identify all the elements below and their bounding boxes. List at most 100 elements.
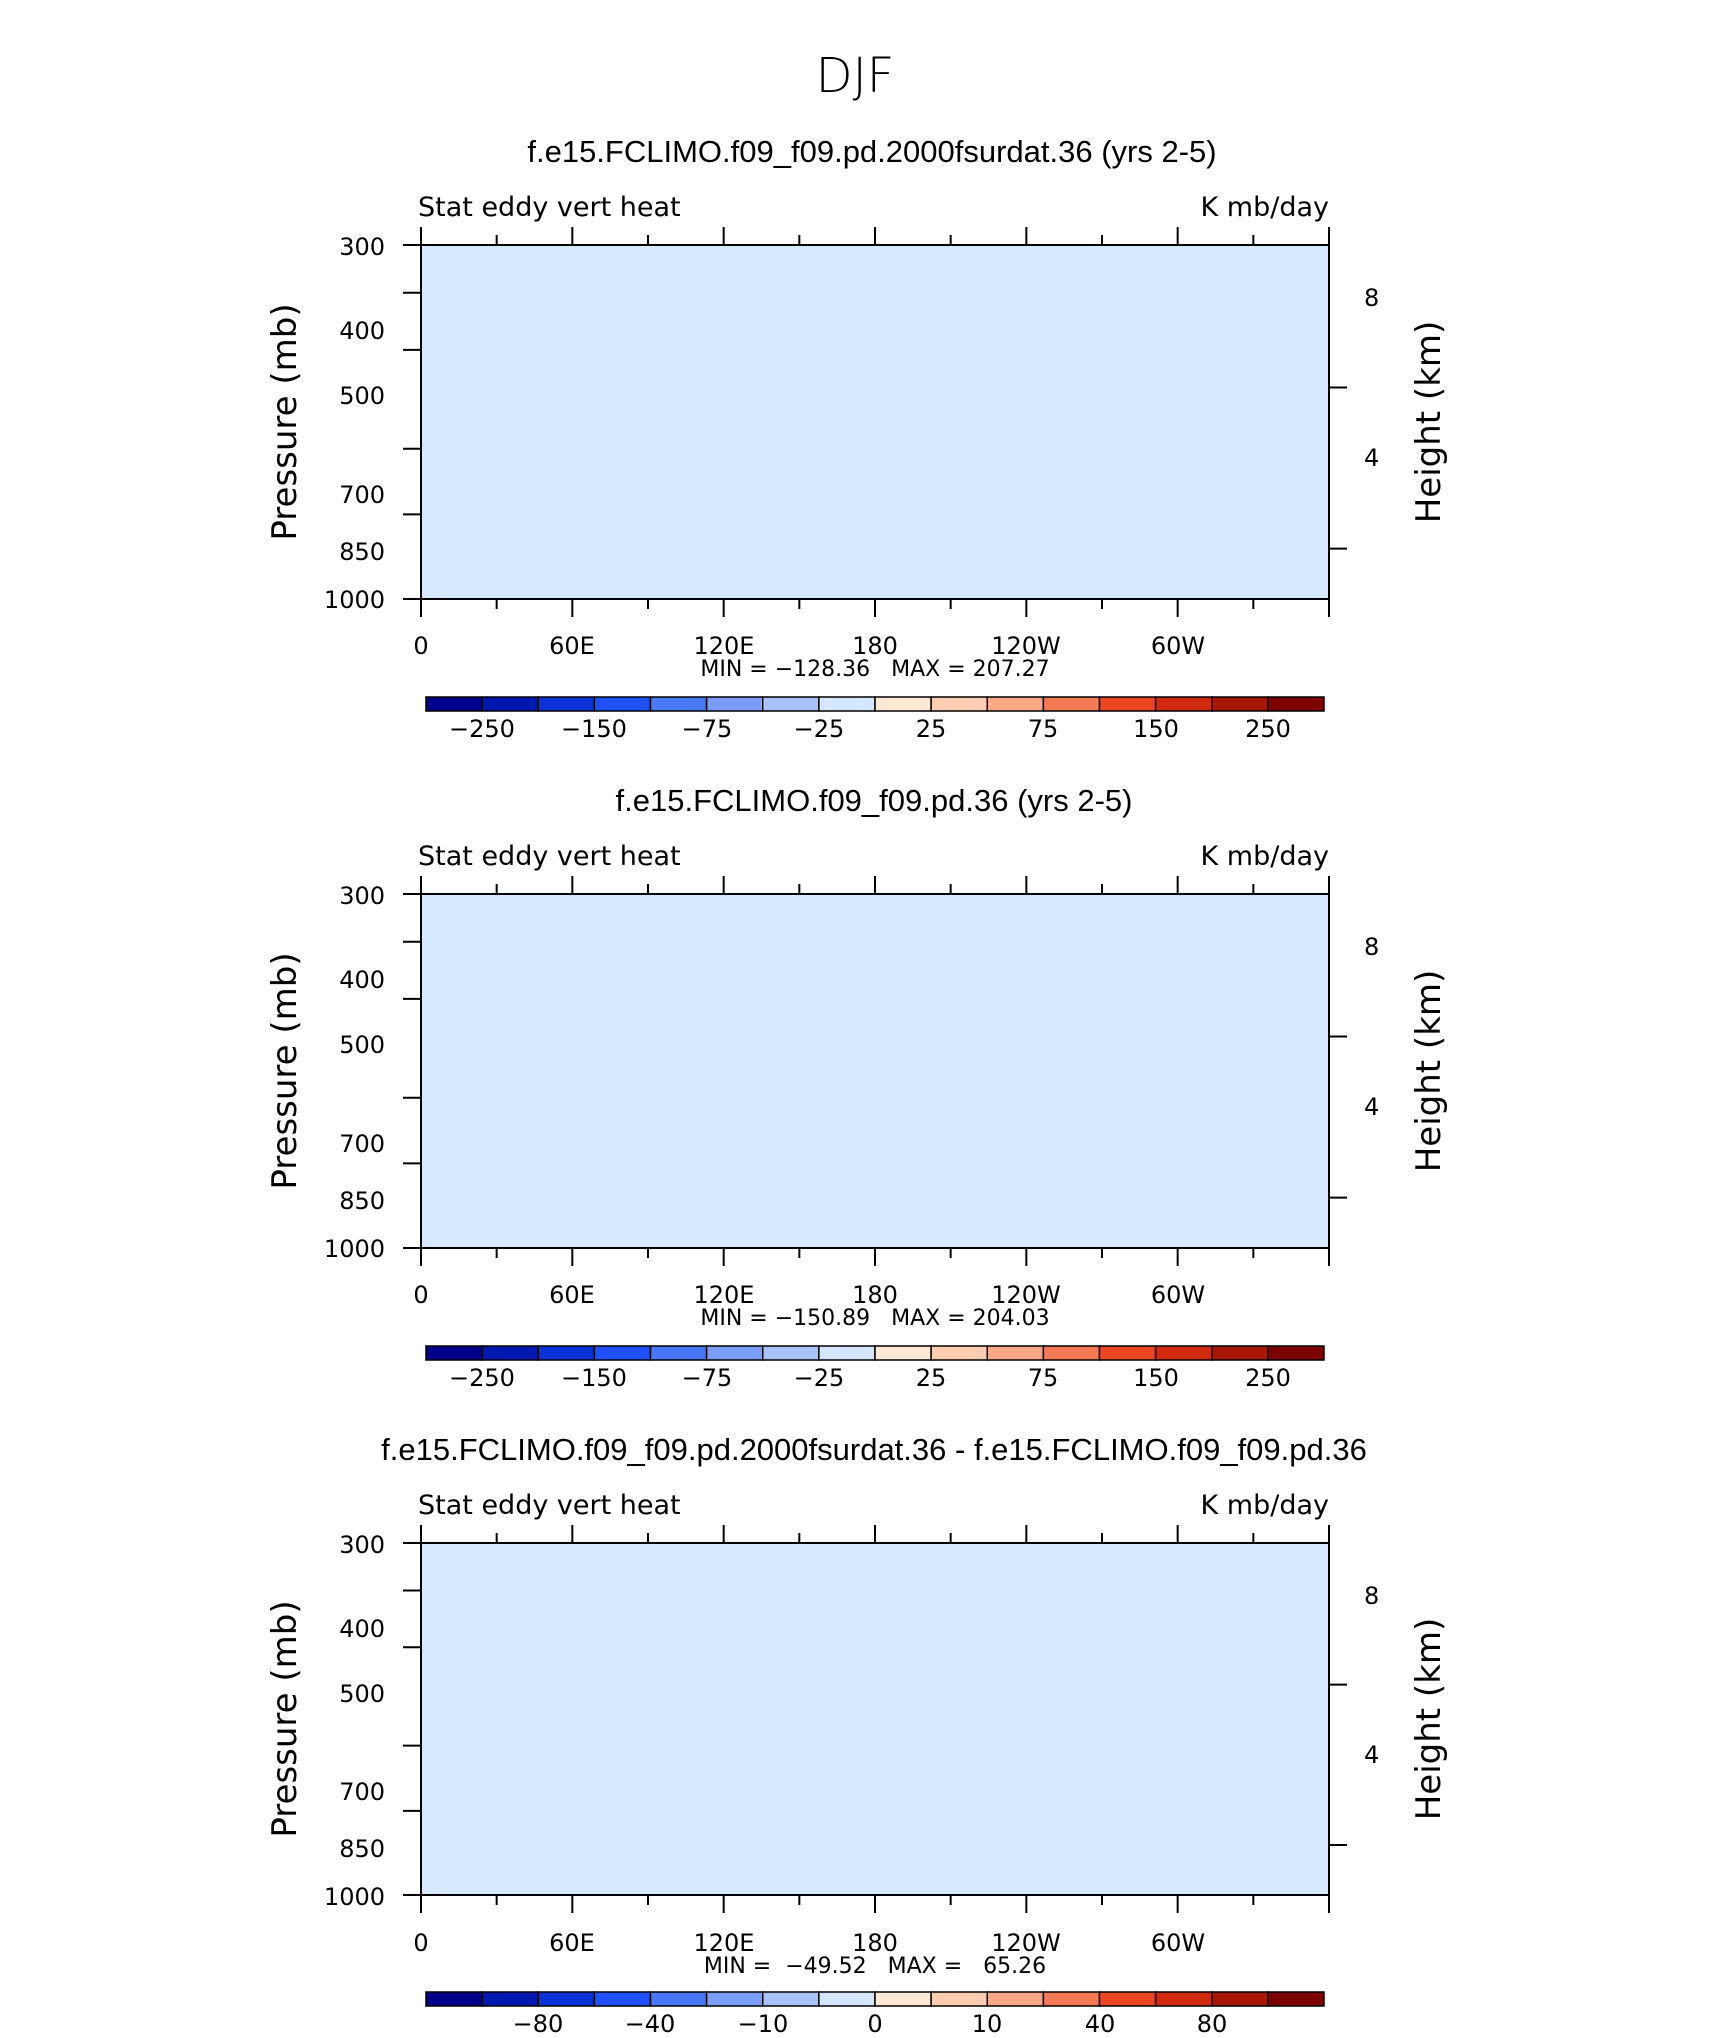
colorbar-swatch-7 [762,1991,820,2007]
panel-1-cb-label-2: −150 [561,715,627,743]
panel-1-y-tick-700: 700 [339,481,385,509]
panel-3-cb-label-3: −10 [738,2010,789,2038]
panel-2-y-tick-1000: 1000 [324,1235,385,1263]
panel-2-left-label: Stat eddy vert heat [418,841,681,872]
colorbar-swatch-12 [1042,696,1101,712]
contour-background [421,245,1329,599]
panel-1-cb-label-6: 75 [1028,715,1059,743]
panel-3-title: f.e15.FCLIMO.f09_f09.pd.2000fsurdat.36 -… [381,1432,1367,1467]
panel-1-right-label: K mb/day [1201,192,1330,223]
panel-2-y2label: Height (km) [1409,970,1449,1173]
panel-1-x-tick-180: 180 [852,632,898,660]
panel-3-plot-area [403,1525,1347,2007]
colorbar-swatch-3 [537,696,596,712]
panel-1-y-tick-500: 500 [339,382,385,410]
panel-1-ylabel: Pressure (mb) [265,303,305,540]
colorbar-swatch-9 [874,1991,932,2007]
panel-2-cb-label-4: −25 [794,1364,845,1392]
colorbar-swatch-14 [1154,1345,1213,1361]
panel-3: f.e15.FCLIMO.f09_f09.pd.2000fsurdat.36 -… [265,1432,1449,2038]
colorbar-swatch-8 [818,696,876,712]
colorbar-swatch-1 [425,696,483,712]
panel-1-x-tick-120w: 120W [991,632,1061,660]
panel-2-y2-tick-4: 4 [1364,1093,1379,1121]
panel-3-x-tick-60w: 60W [1151,1929,1205,1957]
colorbar-swatch-3 [537,1991,596,2007]
panel-2-cb-label-2: −150 [561,1364,627,1392]
colorbar-swatch-15 [1211,1345,1269,1361]
panel-2-ylabel: Pressure (mb) [265,952,305,1189]
colorbar-swatch-7 [762,696,820,712]
panel-3-cb-label-2: −40 [625,2010,676,2038]
panel-2-x-tick-120w: 120W [991,1281,1061,1309]
colorbar-swatch-11 [986,696,1045,712]
colorbar-swatch-10 [930,1991,988,2007]
colorbar-swatch-4 [593,1991,652,2007]
panel-2-cb-label-3: −75 [682,1364,733,1392]
panel-3-y-tick-700: 700 [339,1778,385,1806]
panel-1-cb-label-7: 150 [1133,715,1179,743]
colorbar-swatch-15 [1211,1991,1269,2007]
colorbar-swatch-16 [1267,1991,1325,2007]
panel-2-cb-label-7: 150 [1133,1364,1179,1392]
panel-1: f.e15.FCLIMO.f09_f09.pd.2000fsurdat.36 (… [265,134,1449,743]
colorbar-swatch-9 [874,1345,932,1361]
panel-1-y-tick-1000: 1000 [324,586,385,614]
colorbar-swatch-11 [986,1991,1045,2007]
contour-background [421,894,1329,1248]
panel-1-x-tick-60e: 60E [549,632,595,660]
panel-3-x-tick-60e: 60E [549,1929,595,1957]
panel-1-x-tick-0: 0 [413,632,428,660]
panel-3-y-tick-850: 850 [339,1835,385,1863]
panel-2-y-tick-300: 300 [339,882,385,910]
colorbar-swatch-13 [1098,1345,1157,1361]
panel-1-cb-label-3: −75 [682,715,733,743]
panel-3-x-tick-180: 180 [852,1929,898,1957]
colorbar-swatch-15 [1211,696,1269,712]
panel-2-y2-tick-8: 8 [1364,933,1379,961]
panel-1-y2-tick-4: 4 [1364,444,1379,472]
panel-1-cb-label-4: −25 [794,715,845,743]
panel-3-y-tick-400: 400 [339,1615,385,1643]
panel-1-left-label: Stat eddy vert heat [418,192,681,223]
colorbar-swatch-12 [1042,1991,1101,2007]
panel-1-y2-tick-8: 8 [1364,284,1379,312]
colorbar-swatch-5 [649,1991,708,2007]
panel-2-right-label: K mb/day [1201,841,1330,872]
panel-1-y2label: Height (km) [1409,321,1449,524]
figure-title: DJF [816,48,895,104]
panel-2-y-tick-700: 700 [339,1130,385,1158]
colorbar-swatch-1 [425,1345,483,1361]
panel-2-title: f.e15.FCLIMO.f09_f09.pd.36 (yrs 2-5) [616,783,1133,818]
colorbar-swatch-9 [874,696,932,712]
panel-2-contour-field [421,894,1329,1248]
panel-2-cb-label-1: −250 [449,1364,515,1392]
panel-2-plot-area [403,876,1347,1361]
panel-1-x-tick-120e: 120E [694,632,755,660]
panel-3-y-tick-300: 300 [339,1531,385,1559]
panel-3-x-tick-120e: 120E [694,1929,755,1957]
colorbar-swatch-8 [818,1345,876,1361]
panel-3-x-tick-0: 0 [413,1929,428,1957]
colorbar-swatch-4 [593,1345,652,1361]
panel-1-cb-label-1: −250 [449,715,515,743]
panel-3-cb-label-4: 0 [867,2010,882,2038]
panel-3-y2-tick-4: 4 [1364,1741,1379,1769]
colorbar-swatch-7 [762,1345,820,1361]
colorbar-swatch-1 [425,1991,483,2007]
panel-3-cb-label-5: 10 [972,2010,1003,2038]
colorbar-swatch-3 [537,1345,596,1361]
panel-3-y2label: Height (km) [1409,1618,1449,1821]
panel-1-y-tick-400: 400 [339,317,385,345]
panel-3-ylabel: Pressure (mb) [265,1600,305,1837]
panel-3-contour-field [421,1543,1329,1895]
panel-2-x-tick-180: 180 [852,1281,898,1309]
panel-3-stats: MIN = −49.52 MAX = 65.26 [704,1954,1046,1979]
panel-1-cb-label-8: 250 [1245,715,1291,743]
colorbar-swatch-2 [481,1991,539,2007]
panel-2-y-tick-850: 850 [339,1187,385,1215]
panel-2-y-tick-500: 500 [339,1031,385,1059]
panel-1-contour-field [421,245,1329,599]
panel-3-right-label: K mb/day [1201,1490,1330,1521]
